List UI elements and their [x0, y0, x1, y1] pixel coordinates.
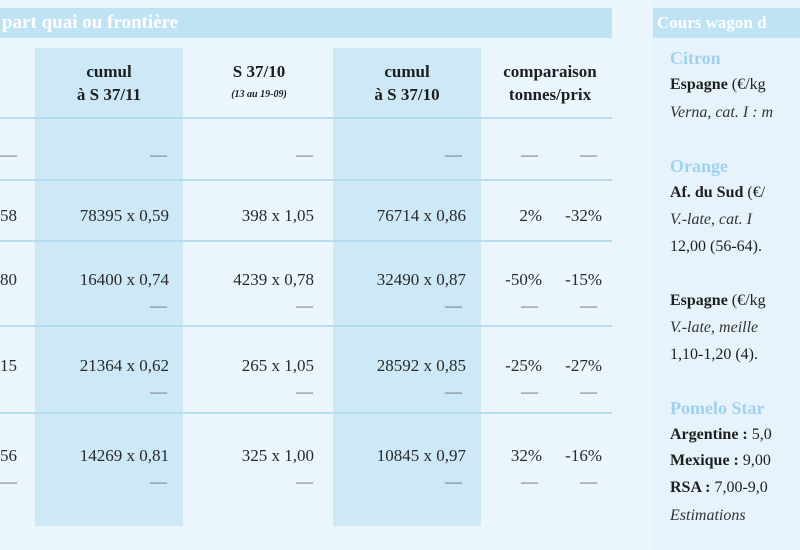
dash-marker: — — [580, 382, 597, 401]
dash-marker: — — [150, 472, 167, 491]
cell-week-2010: — — [296, 145, 313, 164]
dash-marker: — — [0, 472, 17, 491]
table-title: part quai ou frontière — [2, 12, 179, 33]
pomelo-heading: Pomelo Star — [670, 398, 765, 418]
cell-col0: 15 — [0, 356, 17, 375]
citron-origin: Espagne (€/kg — [670, 76, 766, 93]
dash-marker: — — [150, 296, 167, 315]
dash-marker: — — [445, 382, 462, 401]
shaded-column-cumul-2010 — [333, 48, 481, 526]
cell-cumul-2010: 10845 x 0,97 — [376, 446, 466, 465]
header-cumul-2010-line1: cumul — [384, 62, 430, 81]
cell-week-2010: 4239 x 0,78 — [233, 270, 314, 289]
cell-week-2010: 265 x 1,05 — [241, 356, 314, 375]
dash-marker: — — [296, 472, 313, 491]
dash-marker: — — [150, 382, 167, 401]
mexique-price: Mexique : 9,00 — [670, 452, 771, 469]
espagne-variety: V.-late, meille — [670, 319, 759, 336]
cell-comp-tonnes: 32% — [510, 446, 542, 465]
cell-cumul-2011: 16400 x 0,74 — [79, 270, 169, 289]
header-cumul-2011: cumul à S 37/11 — [35, 60, 183, 106]
row-divider — [0, 240, 612, 242]
cell-col0: 56 — [0, 446, 17, 465]
table-title-bar: part quai ou frontière — [0, 8, 612, 38]
dash-marker: — — [296, 296, 313, 315]
cell-cumul-2011: 21364 x 0,62 — [79, 356, 169, 375]
right-panel — [653, 0, 800, 550]
estimations-note: Estimations — [670, 507, 746, 524]
cell-comp-prix: -27% — [565, 356, 602, 375]
cell-comp-prix: -16% — [565, 446, 602, 465]
header-week-2010-line1: S 37/10 — [232, 62, 286, 81]
header-comparaison-line2: tonnes/prix — [508, 85, 592, 104]
cell-col0: 58 — [0, 206, 17, 225]
dash-marker: — — [521, 472, 538, 491]
citron-variety: Verna, cat. I : m — [670, 104, 774, 121]
orange-variety: V.-late, cat. I — [670, 211, 752, 228]
cell-cumul-2011: — — [150, 145, 167, 164]
dash-marker: — — [445, 296, 462, 315]
cell-comp-prix: -32% — [565, 206, 602, 225]
cell-comp-prix: -15% — [565, 270, 602, 289]
dash-marker: — — [521, 382, 538, 401]
citron-heading: Citron — [670, 48, 721, 68]
row-divider — [0, 179, 612, 181]
header-cumul-2010-line2: à S 37/10 — [374, 85, 440, 104]
cell-cumul-2010: 32490 x 0,87 — [376, 270, 466, 289]
cell-week-2010: 398 x 1,05 — [241, 206, 314, 225]
dash-marker: — — [296, 382, 313, 401]
header-week-2010-dates: (13 au 19-09) — [231, 89, 287, 100]
cell-comp-tonnes: -50% — [505, 270, 542, 289]
espagne-origin: Espagne (€/kg — [670, 292, 766, 309]
dash-marker: — — [580, 472, 597, 491]
cell-col0: — — [0, 145, 17, 164]
cell-cumul-2010: — — [445, 145, 462, 164]
cell-cumul-2011: 78395 x 0,59 — [79, 206, 169, 225]
header-week-2010: S 37/10 (13 au 19-09) — [190, 60, 328, 106]
cell-week-2010: 325 x 1,00 — [241, 446, 314, 465]
orange-heading: Orange — [670, 156, 728, 176]
header-comparaison-line1: comparaison — [503, 62, 597, 81]
cell-col0: 80 — [0, 270, 17, 289]
row-divider — [0, 117, 612, 119]
rsa-price: RSA : 7,00-9,0 — [670, 479, 768, 496]
dash-marker: — — [445, 472, 462, 491]
cell-cumul-2010: 28592 x 0,85 — [376, 356, 466, 375]
cell-comp-tonnes: 2% — [519, 206, 542, 225]
argentine-price: Argentine : 5,0 — [670, 426, 772, 443]
row-divider — [0, 412, 612, 414]
header-cumul-2011-line2: à S 37/11 — [76, 85, 142, 104]
right-panel-title: Cours wagon d — [657, 13, 767, 32]
shaded-column-cumul-2011 — [35, 48, 183, 526]
espagne-price: 1,10-1,20 (4). — [670, 346, 758, 363]
cell-cumul-2011: 14269 x 0,81 — [79, 446, 169, 465]
cell-comp-prix: — — [580, 145, 597, 164]
right-panel-title-bar: Cours wagon d — [653, 8, 800, 38]
header-cumul-2011-line1: cumul — [86, 62, 132, 81]
dash-marker: — — [521, 296, 538, 315]
header-cumul-2010: cumul à S 37/10 — [333, 60, 481, 106]
dash-marker: — — [580, 296, 597, 315]
orange-price: 12,00 (56-64). — [670, 238, 762, 255]
cell-cumul-2010: 76714 x 0,86 — [376, 206, 466, 225]
cell-comp-tonnes: -25% — [505, 356, 542, 375]
header-comparaison: comparaison tonnes/prix — [486, 60, 614, 106]
cell-comp-tonnes: — — [521, 145, 538, 164]
orange-origin: Af. du Sud (€/ — [670, 184, 766, 201]
row-divider — [0, 325, 612, 327]
